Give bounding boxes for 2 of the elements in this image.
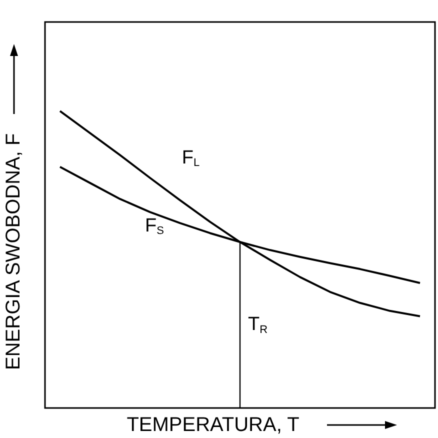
x-axis-title: TEMPERATURA, T [126, 414, 300, 436]
y-axis-title: ENERGIA SWOBODNA, F [2, 134, 26, 370]
